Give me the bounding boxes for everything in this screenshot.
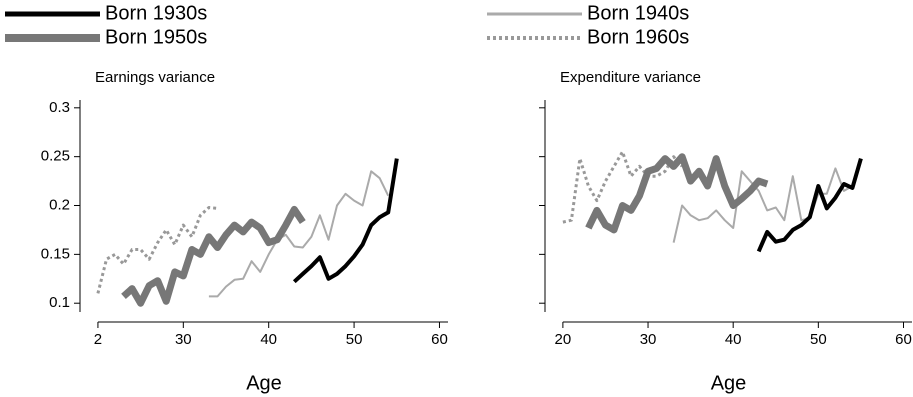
y-tick-label: 0.15 <box>41 245 70 262</box>
x-tick-label: 20 <box>555 331 572 348</box>
x-axis-label: Age <box>246 372 282 394</box>
x-tick-label: 30 <box>175 331 192 348</box>
legend-label: Born 1960s <box>587 26 689 48</box>
y-tick-label: 0.2 <box>49 196 70 213</box>
y-tick-label: 0.1 <box>49 294 70 311</box>
x-tick-label: 40 <box>725 331 742 348</box>
x-tick-label: 2 <box>94 331 102 348</box>
series-line <box>96 206 218 294</box>
x-tick-label: 60 <box>431 331 448 348</box>
panel-title: Expenditure variance <box>560 69 701 86</box>
series-line <box>292 158 399 284</box>
series-line <box>562 150 684 224</box>
panel-title: Earnings variance <box>95 69 215 86</box>
x-axis-label: Age <box>711 372 747 394</box>
x-tick-label: 50 <box>810 331 827 348</box>
series-line <box>208 170 390 298</box>
x-tick-label: 40 <box>260 331 277 348</box>
x-tick-label: 60 <box>895 331 912 348</box>
series-line <box>585 153 769 234</box>
legend-label: Born 1950s <box>105 26 207 48</box>
x-tick-label: 30 <box>640 331 657 348</box>
legend-label: Born 1930s <box>105 2 207 24</box>
legend-label: Born 1940s <box>587 2 689 24</box>
y-tick-label: 0.3 <box>49 99 70 116</box>
y-tick-label: 0.25 <box>41 148 70 165</box>
series-line <box>121 205 306 307</box>
series-line <box>756 158 863 253</box>
x-tick-label: 50 <box>346 331 363 348</box>
